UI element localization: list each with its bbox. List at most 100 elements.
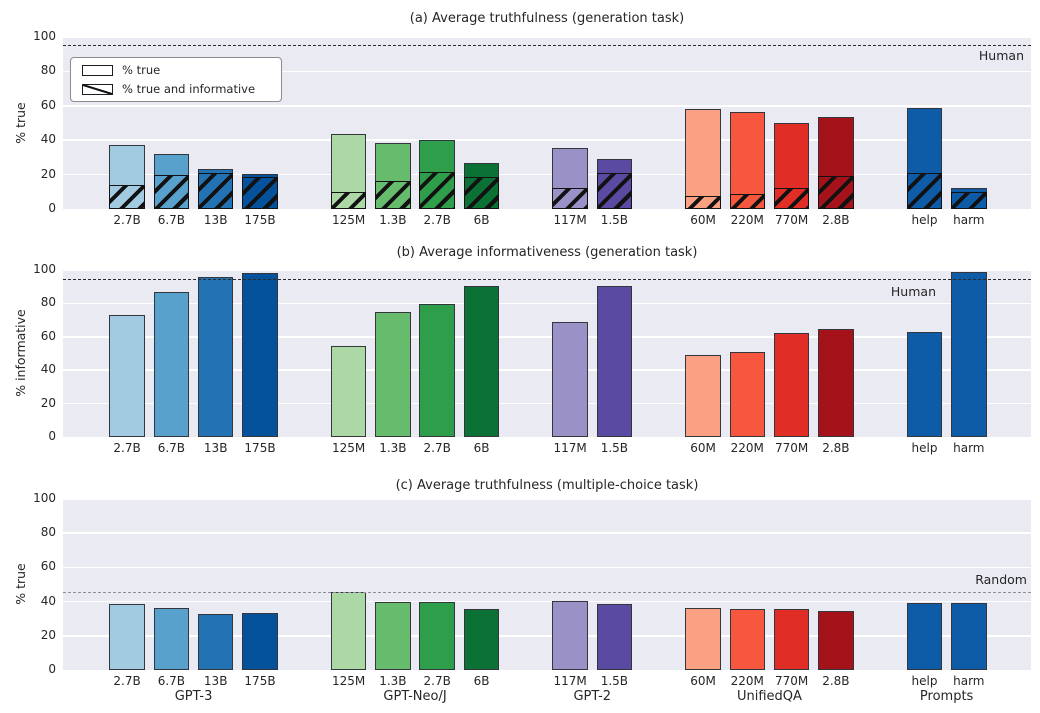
panel-c-plot-area bbox=[63, 498, 1031, 670]
xtick-a-UnifiedQA-60M: 60M bbox=[690, 213, 716, 227]
gridline-a-20 bbox=[63, 173, 1031, 176]
xtick-c-UnifiedQA-220M: 220M bbox=[730, 674, 764, 688]
gridline-b-60 bbox=[63, 336, 1031, 338]
bar-c-UnifiedQA-770M bbox=[773, 609, 810, 670]
xtick-b-GPT-2-1.5B: 1.5B bbox=[600, 441, 629, 455]
bar-b-GPT-Neo/J-6B bbox=[463, 285, 500, 437]
hatch-bar-a-Prompts-harm bbox=[951, 191, 987, 209]
panel-a-title: (a) Average truthfulness (generation tas… bbox=[409, 11, 685, 26]
xtick-c-GPT-3-13B: 13B bbox=[203, 674, 228, 688]
xtick-b-UnifiedQA-220M: 220M bbox=[730, 441, 764, 455]
xtick-b-UnifiedQA-2.8B: 2.8B bbox=[822, 441, 850, 455]
panel-b-plot-area bbox=[63, 269, 1031, 437]
hatch-bar-a-UnifiedQA-220M bbox=[729, 194, 766, 209]
bar-c-GPT-2-117M bbox=[552, 600, 588, 670]
ytick-a-60: 60 bbox=[40, 97, 56, 112]
hatch-bar-a-GPT-3-6.7B bbox=[153, 174, 190, 209]
bar-c-GPT-3-13B bbox=[197, 613, 234, 670]
panel-b-title: (b) Average informativeness (generation … bbox=[396, 245, 698, 260]
xtick-b-GPT-Neo/J-6B: 6B bbox=[473, 441, 490, 455]
ytick-c-80: 80 bbox=[40, 525, 56, 540]
hatch-bar-a-GPT-3-13B bbox=[197, 172, 234, 209]
xtick-b-Prompts-help: help bbox=[911, 441, 938, 455]
xtick-c-GPT-Neo/J-6B: 6B bbox=[473, 674, 490, 688]
xtick-c-GPT-Neo/J-125M: 125M bbox=[331, 674, 366, 688]
ytick-a-80: 80 bbox=[40, 63, 56, 78]
ytick-c-0: 0 bbox=[48, 662, 56, 676]
legend-label-true-informative: % true and informative bbox=[122, 82, 256, 96]
legend-label-true: % true bbox=[122, 63, 161, 77]
gridline-b-100 bbox=[63, 269, 1031, 271]
hatch-bar-a-GPT-Neo/J-125M bbox=[330, 191, 367, 209]
xtick-c-GPT-3-6.7B: 6.7B bbox=[157, 674, 186, 688]
bar-b-Prompts-help bbox=[906, 331, 943, 437]
xtick-b-UnifiedQA-60M: 60M bbox=[690, 441, 716, 455]
xtick-c-GPT-3-175B: 175B bbox=[244, 674, 276, 688]
ytick-a-0: 0 bbox=[48, 201, 56, 215]
group-label-GPT-2: GPT-2 bbox=[573, 689, 612, 704]
xtick-a-GPT-Neo/J-6B: 6B bbox=[473, 213, 490, 227]
bar-b-GPT-Neo/J-1.3B bbox=[375, 311, 411, 437]
xtick-a-UnifiedQA-220M: 220M bbox=[730, 213, 764, 227]
bar-c-UnifiedQA-220M bbox=[729, 609, 766, 670]
ytick-c-20: 20 bbox=[40, 627, 56, 642]
gridline-c-20 bbox=[63, 635, 1031, 637]
bar-b-GPT-2-1.5B bbox=[596, 285, 633, 437]
bar-b-Prompts-harm bbox=[951, 271, 987, 437]
xtick-a-GPT-Neo/J-2.7B: 2.7B bbox=[423, 213, 451, 227]
gridline-a-60 bbox=[63, 105, 1031, 107]
ytick-c-60: 60 bbox=[40, 559, 56, 574]
group-label-GPT-Neo/J: GPT-Neo/J bbox=[383, 689, 447, 704]
hatch-bar-a-GPT-2-1.5B bbox=[596, 172, 633, 209]
xtick-b-GPT-3-2.7B: 2.7B bbox=[113, 441, 141, 455]
xtick-b-UnifiedQA-770M: 770M bbox=[774, 441, 809, 455]
hatch-bar-a-UnifiedQA-2.8B bbox=[818, 176, 854, 209]
gridline-a-80 bbox=[63, 70, 1031, 73]
bar-b-GPT-3-175B bbox=[242, 272, 278, 437]
xtick-a-UnifiedQA-2.8B: 2.8B bbox=[822, 213, 850, 227]
gridline-c-80 bbox=[63, 532, 1031, 534]
panel-c-title: (c) Average truthfulness (multiple-choic… bbox=[395, 478, 699, 493]
xtick-a-UnifiedQA-770M: 770M bbox=[774, 213, 809, 227]
ytick-a-100: 100 bbox=[33, 29, 56, 43]
xtick-a-GPT-3-13B: 13B bbox=[203, 213, 228, 227]
hatch-bar-a-GPT-3-175B bbox=[242, 177, 278, 209]
gridline-b-40 bbox=[63, 369, 1031, 371]
legend: % true % true and informative bbox=[70, 57, 282, 102]
legend-row-true-informative: % true and informative bbox=[71, 82, 281, 96]
bar-c-UnifiedQA-2.8B bbox=[818, 611, 854, 670]
panel-c-random-reference-label: Random bbox=[975, 572, 1027, 587]
xtick-c-UnifiedQA-2.8B: 2.8B bbox=[822, 674, 850, 688]
bar-a-UnifiedQA-60M bbox=[685, 109, 721, 209]
xtick-a-GPT-3-2.7B: 2.7B bbox=[113, 213, 141, 227]
xtick-b-GPT-2-117M: 117M bbox=[553, 441, 587, 455]
bar-b-GPT-3-6.7B bbox=[153, 291, 190, 437]
gridline-c-100 bbox=[63, 498, 1031, 500]
bar-c-GPT-3-175B bbox=[242, 612, 278, 670]
bar-c-GPT-3-2.7B bbox=[109, 604, 145, 670]
legend-swatch-true bbox=[82, 64, 113, 76]
gridline-a-40 bbox=[63, 139, 1031, 141]
xtick-c-GPT-Neo/J-1.3B: 1.3B bbox=[379, 674, 407, 688]
panel-b-human-reference-label: Human bbox=[890, 284, 936, 299]
xtick-a-GPT-2-117M: 117M bbox=[553, 213, 587, 227]
group-label-GPT-3: GPT-3 bbox=[174, 689, 213, 704]
xtick-b-GPT-3-175B: 175B bbox=[244, 441, 276, 455]
xtick-a-GPT-Neo/J-1.3B: 1.3B bbox=[379, 213, 407, 227]
ytick-b-80: 80 bbox=[40, 295, 56, 310]
hatch-bar-a-GPT-Neo/J-2.7B bbox=[419, 172, 455, 209]
reference-line-b-human bbox=[63, 279, 1031, 281]
xtick-c-Prompts-help: help bbox=[911, 674, 938, 688]
bar-c-GPT-2-1.5B bbox=[596, 604, 633, 670]
xtick-c-GPT-2-117M: 117M bbox=[553, 674, 587, 688]
xtick-a-GPT-2-1.5B: 1.5B bbox=[600, 213, 629, 227]
hatch-bar-a-UnifiedQA-770M bbox=[773, 188, 810, 209]
panel-a-plot-area bbox=[63, 36, 1031, 209]
bar-c-GPT-Neo/J-125M bbox=[330, 592, 367, 670]
hatch-bar-a-Prompts-help bbox=[906, 172, 943, 209]
xtick-b-Prompts-harm: harm bbox=[953, 441, 985, 455]
reference-line-a-human bbox=[63, 44, 1031, 46]
bar-b-GPT-3-2.7B bbox=[109, 315, 145, 437]
panel-a-human-reference-label: Human bbox=[978, 48, 1024, 63]
ytick-b-0: 0 bbox=[48, 429, 56, 443]
